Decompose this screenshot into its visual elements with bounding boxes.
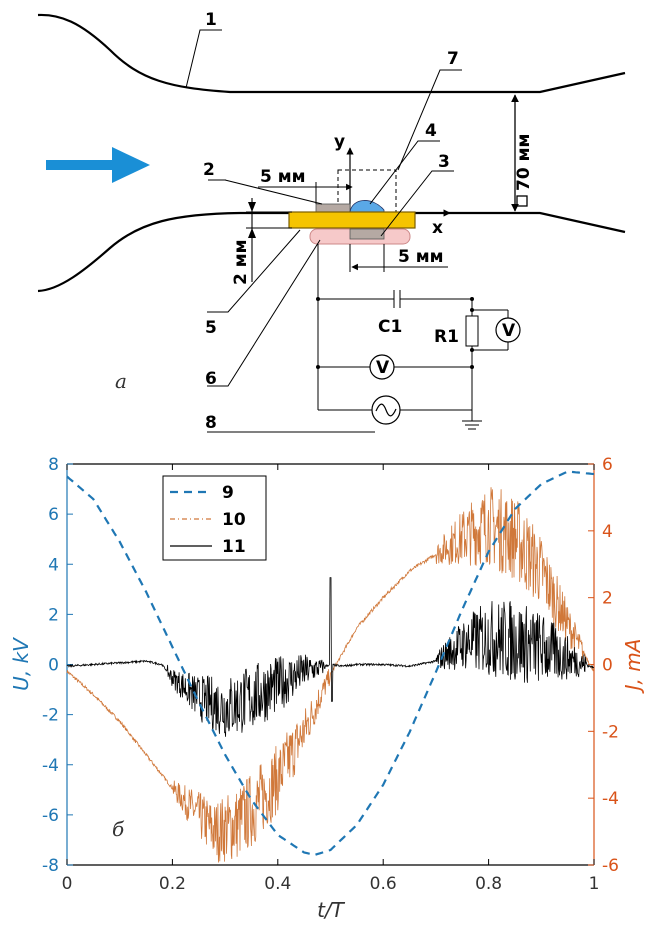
resistor-label: R1: [434, 327, 459, 347]
part-label-3: 3: [438, 152, 450, 172]
y-right-axis-title: J, mA: [621, 639, 645, 695]
circuit: [317, 244, 509, 430]
part-label-8: 8: [205, 413, 217, 433]
dielectric-5: [288, 211, 416, 229]
panel-label-a: а: [115, 369, 127, 393]
chart: 0 0.2 0.4 0.6 0.8 1 -8 -6 -4 -2 0 2 4 6 8 -6 -4 -2 0 2 4 6 t/T…: [9, 455, 645, 922]
drop-4: [349, 200, 385, 213]
y-left-tick-label: -6: [42, 806, 59, 826]
diagram: 70 мм y x 5 мм 5 мм 2 мм: [37, 10, 626, 433]
circuit-nodes: [316, 297, 474, 369]
electrode-3: [349, 228, 385, 240]
flow-arrow-icon: [46, 147, 150, 183]
legend-label-11: 11: [222, 537, 246, 557]
x-tick-label: 0.2: [159, 874, 186, 894]
y-right-tick-label: 2: [602, 589, 613, 609]
voltmeter-label-2: V: [376, 358, 390, 378]
y-right-tick-label: -4: [602, 789, 619, 809]
y-right-tick-label: -6: [602, 856, 619, 876]
axis-y-label: y: [334, 132, 345, 152]
ac-source-icon: [371, 395, 401, 425]
part-label-4: 4: [425, 121, 437, 141]
x-axis-title: t/T: [317, 898, 346, 922]
y-left-tick-label: 4: [48, 555, 59, 575]
y-right-tick-label: 4: [602, 522, 613, 542]
part-label-6: 6: [205, 369, 217, 389]
voltmeter-icon-1: [495, 317, 521, 343]
voltmeter-icon-2: [369, 354, 395, 380]
part-label-2: 2: [203, 160, 215, 180]
x-tick-label: 0.4: [264, 874, 291, 894]
y-left-tick-label: -4: [42, 756, 59, 776]
part-label-5: 5: [205, 318, 217, 338]
part-label-7: 7: [447, 49, 459, 69]
leaders: [185, 29, 462, 433]
x-tick-label: 0.6: [370, 874, 397, 894]
legend-label-9: 9: [222, 483, 234, 503]
y-right-tick-label: -2: [602, 722, 619, 742]
x-tick-label: 0.8: [475, 874, 502, 894]
x-tick-label: 0: [62, 874, 73, 894]
x-tick-label: 1: [589, 874, 600, 894]
y-left-tick-label: -2: [42, 706, 59, 726]
y-left-tick-label: 2: [48, 605, 59, 625]
y-left-tick-label: -8: [42, 856, 59, 876]
channel-bottom-wall: [37, 211, 626, 293]
y-left-tick-label: 0: [48, 656, 59, 676]
y-right-tick-label: 0: [602, 656, 613, 676]
series-11-line: [66, 577, 595, 737]
dim-5b-label: 5 мм: [398, 247, 444, 267]
channel-top-wall: [37, 13, 626, 94]
y-left-tick-label: 8: [48, 455, 59, 475]
y-left-axis-title: U, kV: [9, 637, 33, 691]
y-right-tick-label: 6: [602, 455, 613, 475]
dim-5a-label: 5 мм: [260, 167, 306, 187]
y-left-tick-label: 6: [48, 505, 59, 525]
dim-2-label: 2 мм: [231, 239, 251, 285]
legend-box: [162, 475, 267, 561]
part-label-1: 1: [205, 10, 217, 30]
panel-label-b: б: [112, 817, 125, 841]
legend: 9 10 11: [162, 475, 267, 561]
legend-label-10: 10: [222, 510, 246, 530]
capacitor-label: C1: [378, 317, 402, 337]
series-10-line: [66, 487, 595, 863]
axis-x-label: x: [432, 218, 443, 238]
series-9-line: [66, 470, 595, 857]
dim-70-label: 70 мм: [514, 134, 534, 191]
voltmeter-label-1: V: [502, 321, 516, 341]
